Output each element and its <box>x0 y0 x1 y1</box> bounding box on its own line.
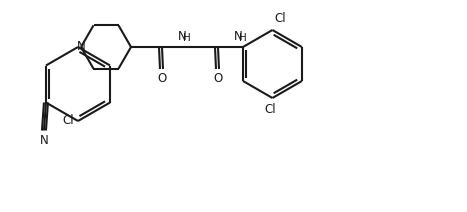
Text: Cl: Cl <box>265 103 276 116</box>
Text: H: H <box>183 33 191 43</box>
Text: N: N <box>40 134 48 148</box>
Text: Cl: Cl <box>63 114 74 127</box>
Text: O: O <box>213 72 223 85</box>
Text: H: H <box>239 33 247 43</box>
Text: N: N <box>234 30 242 43</box>
Text: Cl: Cl <box>275 12 286 25</box>
Text: N: N <box>77 40 85 53</box>
Text: N: N <box>177 30 186 43</box>
Text: O: O <box>157 72 167 85</box>
